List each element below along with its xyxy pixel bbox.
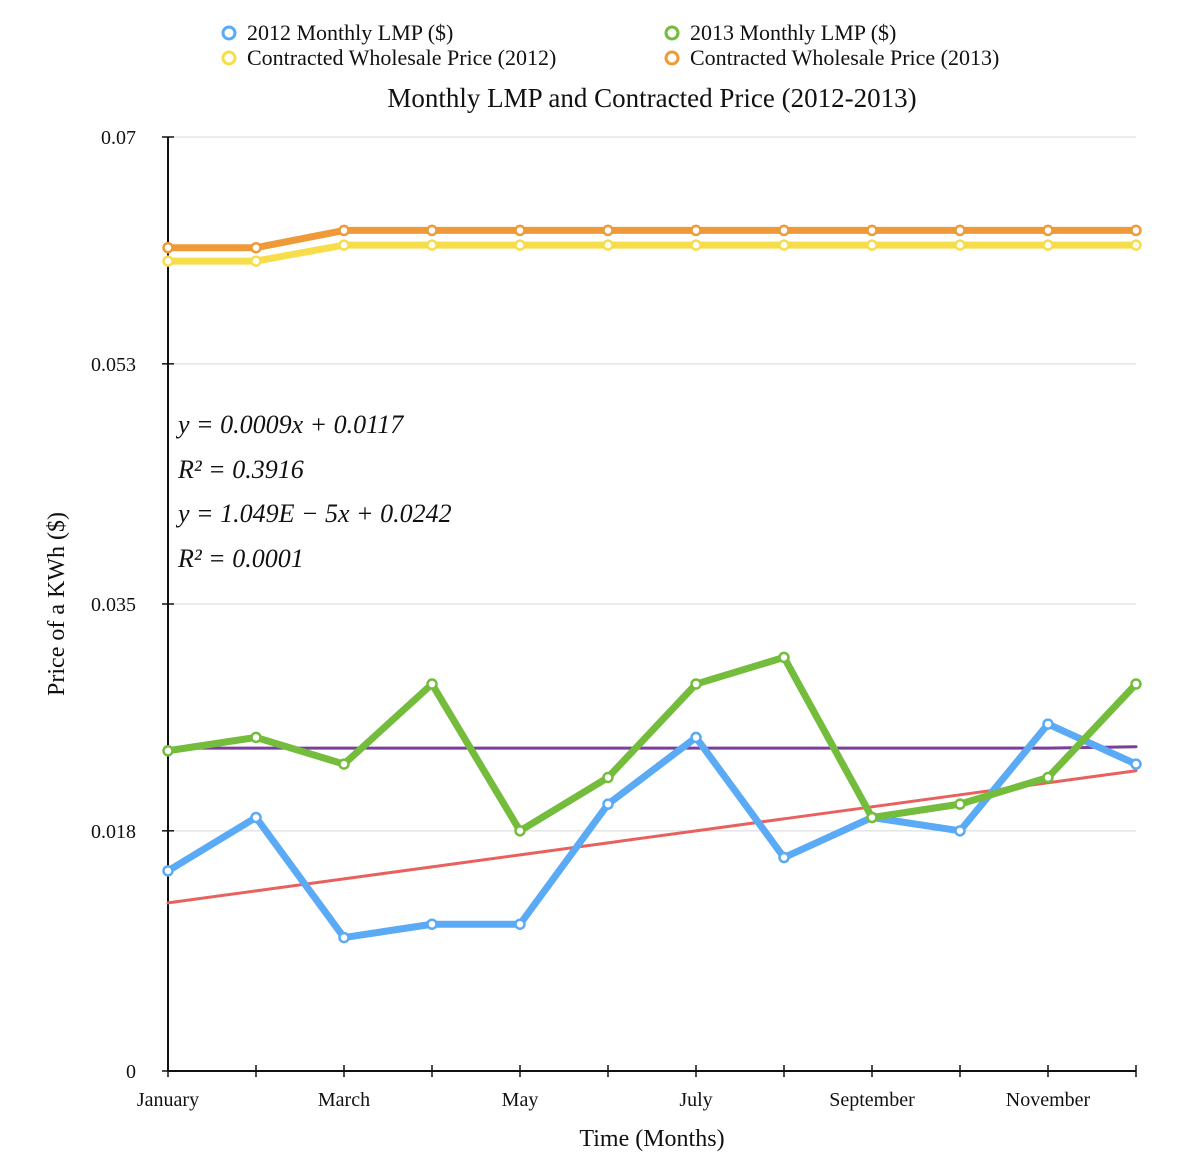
data-point-series-1 [1130, 678, 1142, 690]
y-tick-label: 0 [126, 1061, 136, 1083]
legend-marker-2012-lmp [221, 25, 237, 41]
data-point-series-2 [338, 239, 350, 251]
trendline-2012 [166, 769, 1138, 905]
data-point-series-3 [690, 224, 702, 237]
grid [168, 136, 1136, 832]
legend: 2012 Monthly LMP ($) Contracted Wholesal… [221, 20, 999, 70]
data-point-series-2 [250, 255, 262, 267]
data-point-series-1 [778, 651, 790, 664]
data-point-series-2 [602, 239, 614, 251]
data-point-series-2 [778, 239, 790, 251]
legend-marker-2013-lmp [664, 25, 680, 41]
regression-annotations: y = 0.0009x + 0.0117 R² = 0.3916 y = 1.0… [175, 410, 452, 573]
y-tick-label: 0.053 [91, 354, 136, 376]
data-point-series-0 [162, 865, 174, 877]
data-point-series-1 [954, 798, 966, 810]
data-point-series-0 [954, 825, 966, 837]
legend-label-2012-lmp: 2012 Monthly LMP ($) [247, 20, 453, 45]
data-point-series-0 [602, 798, 614, 810]
legend-marker-contracted-2012 [221, 50, 237, 66]
legend-item-contracted-2012: Contracted Wholesale Price (2012) [221, 45, 556, 70]
series-line-2 [164, 241, 1140, 265]
legend-label-contracted-2013: Contracted Wholesale Price (2013) [690, 45, 999, 70]
series-line-3 [164, 226, 1140, 252]
annotation-equation-2012: y = 0.0009x + 0.0117 [175, 410, 404, 439]
x-tick-label: September [829, 1089, 915, 1111]
data-point-series-1 [866, 811, 878, 824]
data-point-series-1 [162, 745, 174, 757]
data-point-series-3 [602, 224, 614, 237]
data-point-series-2 [426, 239, 438, 251]
data-point-series-0 [1042, 718, 1054, 730]
data-point-series-3 [162, 241, 174, 254]
annotation-r2-2013: R² = 0.0001 [177, 544, 304, 573]
data-point-series-3 [338, 224, 350, 237]
legend-label-2013-lmp: 2013 Monthly LMP ($) [690, 20, 896, 45]
x-tick-label: November [1006, 1089, 1091, 1111]
data-point-series-3 [514, 224, 526, 237]
data-point-series-0 [1130, 758, 1142, 770]
x-axis-title: Time (Months) [579, 1126, 724, 1152]
annotation-r2-2012: R² = 0.3916 [177, 455, 304, 484]
y-axis-title: Price of a KWh ($) [44, 512, 70, 696]
data-point-series-2 [1042, 239, 1054, 251]
trendlines [166, 745, 1138, 905]
data-point-series-2 [866, 239, 878, 251]
x-tick-label: January [137, 1089, 199, 1111]
series-line-0 [164, 720, 1140, 942]
chart-title: Monthly LMP and Contracted Price (2012-2… [387, 83, 916, 113]
data-point-series-0 [778, 851, 790, 864]
data-point-series-2 [954, 239, 966, 251]
data-point-series-3 [954, 224, 966, 237]
legend-item-contracted-2013: Contracted Wholesale Price (2013) [664, 45, 999, 70]
data-point-series-2 [1130, 239, 1142, 251]
data-point-series-0 [514, 918, 526, 930]
data-point-series-2 [514, 239, 526, 251]
x-tick-label: March [318, 1089, 370, 1111]
data-point-series-3 [1042, 224, 1054, 237]
annotation-equation-2013: y = 1.049E − 5x + 0.0242 [175, 499, 452, 528]
x-tick-label: May [502, 1089, 539, 1111]
data-series [162, 224, 1142, 944]
legend-item-2012-lmp: 2012 Monthly LMP ($) [221, 20, 453, 45]
data-point-series-3 [1130, 224, 1142, 237]
data-point-series-0 [338, 931, 350, 944]
data-point-series-3 [866, 224, 878, 237]
data-point-series-0 [426, 918, 438, 930]
y-tick-label: 0.07 [101, 127, 136, 149]
y-tick-label: 0.035 [91, 594, 136, 616]
trendline-2013 [166, 745, 1138, 750]
data-point-series-1 [690, 678, 702, 690]
data-point-series-1 [1042, 771, 1054, 784]
data-point-series-1 [602, 771, 614, 784]
data-point-series-1 [250, 731, 262, 744]
data-point-series-2 [690, 239, 702, 251]
data-point-series-3 [426, 224, 438, 237]
legend-marker-contracted-2013 [664, 50, 680, 66]
data-point-series-1 [426, 678, 438, 690]
data-point-series-0 [690, 731, 702, 744]
y-tick-label: 0.018 [91, 821, 136, 843]
legend-label-contracted-2012: Contracted Wholesale Price (2012) [247, 45, 556, 70]
data-point-series-2 [162, 255, 174, 267]
axes: 0 0.018 0.035 0.053 0.07 January March May July S… [91, 127, 1137, 1111]
data-point-series-3 [778, 224, 790, 237]
legend-item-2013-lmp: 2013 Monthly LMP ($) [664, 20, 896, 45]
data-point-series-0 [250, 811, 262, 824]
series-line-1 [164, 653, 1140, 835]
x-tick-label: July [679, 1089, 712, 1111]
data-point-series-1 [514, 825, 526, 837]
data-point-series-1 [338, 758, 350, 770]
data-point-series-3 [250, 241, 262, 254]
